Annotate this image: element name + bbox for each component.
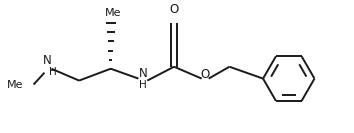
Text: O: O xyxy=(170,3,179,16)
Text: N: N xyxy=(139,67,148,80)
Text: H: H xyxy=(139,80,147,90)
Text: Me: Me xyxy=(104,8,121,18)
Text: H: H xyxy=(50,67,57,77)
Text: O: O xyxy=(200,68,209,81)
Text: Me: Me xyxy=(7,80,24,90)
Text: N: N xyxy=(43,54,52,67)
